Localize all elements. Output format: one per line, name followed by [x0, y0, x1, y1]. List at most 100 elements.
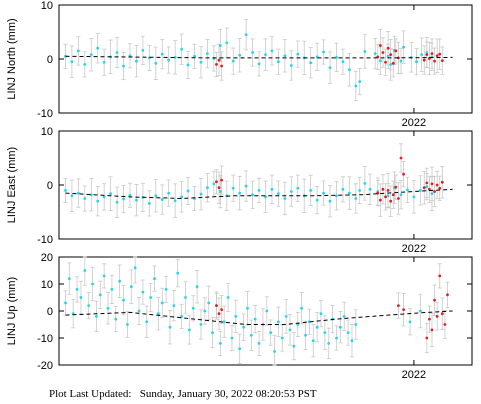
recent-data-point — [394, 49, 398, 53]
data-point — [114, 317, 118, 321]
data-point — [238, 53, 242, 57]
data-point — [67, 277, 71, 280]
recent-data-point — [438, 52, 442, 56]
data-point — [212, 182, 216, 186]
data-point — [315, 325, 319, 329]
data-point — [83, 197, 87, 200]
recent-data-point — [440, 59, 444, 63]
data-point — [70, 60, 74, 64]
recent-data-point — [435, 315, 439, 318]
y-tick-label: 0 — [47, 54, 53, 66]
data-point — [289, 190, 293, 193]
data-point — [164, 288, 168, 291]
recent-data-point — [446, 293, 449, 297]
recent-data-point — [430, 328, 434, 332]
panel-east: -10 0 10 2022 LINJ East (mm) — [6, 126, 473, 255]
data-point — [167, 58, 171, 62]
data-point — [218, 342, 222, 345]
recent-data-point — [425, 181, 429, 185]
data-point — [244, 33, 248, 37]
data-point — [386, 194, 390, 198]
recent-data-point — [443, 323, 447, 326]
data-point — [341, 60, 345, 64]
recent-data-point — [440, 180, 444, 184]
data-point — [76, 191, 80, 195]
recent-data-point — [402, 172, 405, 176]
data-point — [378, 59, 382, 63]
y-tick-label: -10 — [37, 108, 53, 120]
data-point — [149, 296, 153, 299]
data-point — [191, 306, 195, 310]
data-point — [180, 47, 184, 51]
data-point — [242, 325, 245, 329]
data-point — [335, 55, 338, 59]
data-point — [83, 269, 87, 272]
data-point — [184, 296, 187, 299]
data-point — [137, 309, 141, 313]
y-tick-label: 10 — [41, 126, 53, 138]
data-point — [363, 50, 367, 53]
data-point — [154, 194, 158, 198]
recent-data-point — [394, 185, 398, 189]
data-point — [122, 298, 125, 302]
data-point — [96, 46, 100, 50]
data-point — [412, 195, 416, 199]
recent-data-point — [397, 197, 400, 200]
data-point — [168, 325, 172, 329]
recent-data-point — [391, 193, 395, 197]
data-point — [273, 350, 276, 353]
data-point — [115, 51, 119, 54]
data-point — [399, 193, 403, 197]
x-tick-label: 2022 — [402, 243, 426, 255]
data-point — [270, 49, 274, 53]
data-point — [322, 50, 325, 54]
data-point — [102, 60, 106, 64]
recent-data-point — [389, 53, 393, 57]
recent-data-point — [381, 51, 385, 54]
data-point — [253, 317, 257, 321]
y-axis-label: LINJ East (mm) — [6, 147, 18, 223]
data-point — [218, 190, 222, 193]
recent-data-point — [397, 304, 400, 307]
data-point — [176, 271, 180, 275]
data-point — [328, 66, 332, 70]
recent-data-point — [215, 304, 218, 307]
data-point — [363, 181, 367, 185]
y-tick-label: -10 — [37, 234, 53, 246]
recent-data-point — [428, 317, 431, 321]
recent-data-point — [433, 59, 436, 63]
data-point — [249, 333, 253, 337]
data-point — [257, 342, 261, 345]
x-tick-label: 2022 — [402, 117, 426, 129]
data-point — [207, 301, 211, 305]
data-point — [425, 51, 429, 54]
y-axis-label: LINJ Up (mm) — [6, 277, 18, 345]
data-point — [211, 331, 214, 334]
data-point — [109, 192, 113, 196]
data-point — [64, 189, 67, 192]
data-point — [347, 68, 351, 72]
recent-data-point — [433, 298, 436, 302]
data-point — [373, 52, 377, 55]
data-point — [160, 198, 164, 201]
data-point — [141, 48, 145, 52]
data-point — [415, 60, 418, 64]
data-point — [199, 323, 203, 326]
y-tick-label: 10 — [41, 0, 53, 12]
y-tick-label: 0 — [47, 180, 53, 192]
data-point — [135, 198, 138, 202]
data-point — [102, 274, 106, 278]
data-point — [186, 63, 190, 67]
data-point — [129, 285, 133, 289]
data-point — [284, 315, 288, 318]
data-point — [199, 60, 203, 64]
data-point — [118, 279, 122, 283]
recent-data-point — [433, 190, 436, 193]
data-point — [91, 282, 94, 286]
data-point — [222, 320, 226, 324]
data-point — [246, 306, 249, 310]
data-point — [234, 315, 238, 318]
data-point — [218, 44, 222, 47]
data-point — [269, 331, 273, 334]
